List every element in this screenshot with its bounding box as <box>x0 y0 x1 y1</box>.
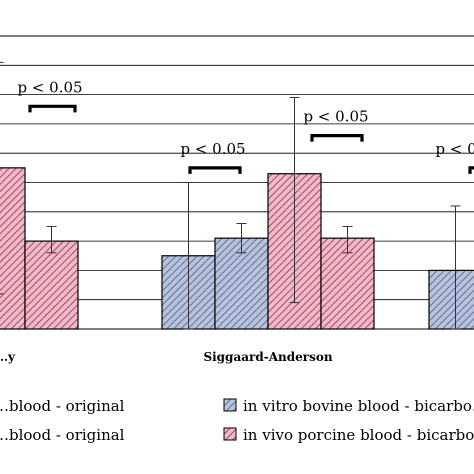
error-bar-2-0 <box>450 205 461 330</box>
legend-entry-3: in vivo porcine blood - bicarbo… <box>223 426 474 444</box>
category-label-0: …y <box>0 350 16 364</box>
significance-0: p < 0.05 <box>17 78 83 113</box>
error-bars <box>0 61 461 330</box>
legend-entry-1: in vitro bovine blood - bicarbo… <box>223 397 474 415</box>
legend-label-0: …blood - original <box>0 397 125 415</box>
legend-label-1: in vitro bovine blood - bicarbo… <box>243 397 474 415</box>
legend-label-2: …blood - original <box>0 426 125 444</box>
bar-2-0 <box>428 269 474 330</box>
significance-3: p < 0.05 <box>435 140 474 174</box>
bar-0-2 <box>0 167 26 330</box>
legend-swatch-1 <box>223 398 237 412</box>
significance-1: p < 0.05 <box>180 140 246 174</box>
error-bar-0-2 <box>0 61 4 295</box>
significance-label-3: p < 0.05 <box>435 140 474 158</box>
significance-bracket-1 <box>188 166 242 174</box>
error-bar-1-3 <box>342 225 353 254</box>
legend-entry-2: …blood - original <box>0 426 125 444</box>
bars <box>0 167 474 330</box>
category-labels: …ySiggaard-Anderson… <box>0 350 333 364</box>
error-bar-0-3 <box>46 225 57 254</box>
error-bar-1-2 <box>289 97 300 304</box>
legend-label-3: in vivo porcine blood - bicarbo… <box>243 426 474 444</box>
significance-label-1: p < 0.05 <box>180 140 245 158</box>
bar-0-3 <box>24 240 79 330</box>
significance-bracket-2 <box>310 134 364 142</box>
category-label-1: Siggaard-Anderson <box>203 350 332 364</box>
significance-label-0: p < 0.05 <box>17 78 82 96</box>
legend-entry-0: …blood - original <box>0 397 125 415</box>
significance-bracket-3 <box>468 166 474 174</box>
legend: …blood - original in vitro bovine blood -… <box>0 397 474 444</box>
error-bar-1-1 <box>236 223 247 254</box>
significance-label-2: p < 0.05 <box>303 108 368 126</box>
significance-bracket-0 <box>28 104 77 113</box>
significance-2: p < 0.05 <box>303 108 369 142</box>
significance-annotations: p < 0.05 p < 0.05 p < 0.05 p < 0.05 <box>17 78 474 174</box>
error-bar-1-0 <box>183 182 194 330</box>
legend-swatch-3 <box>223 427 237 441</box>
